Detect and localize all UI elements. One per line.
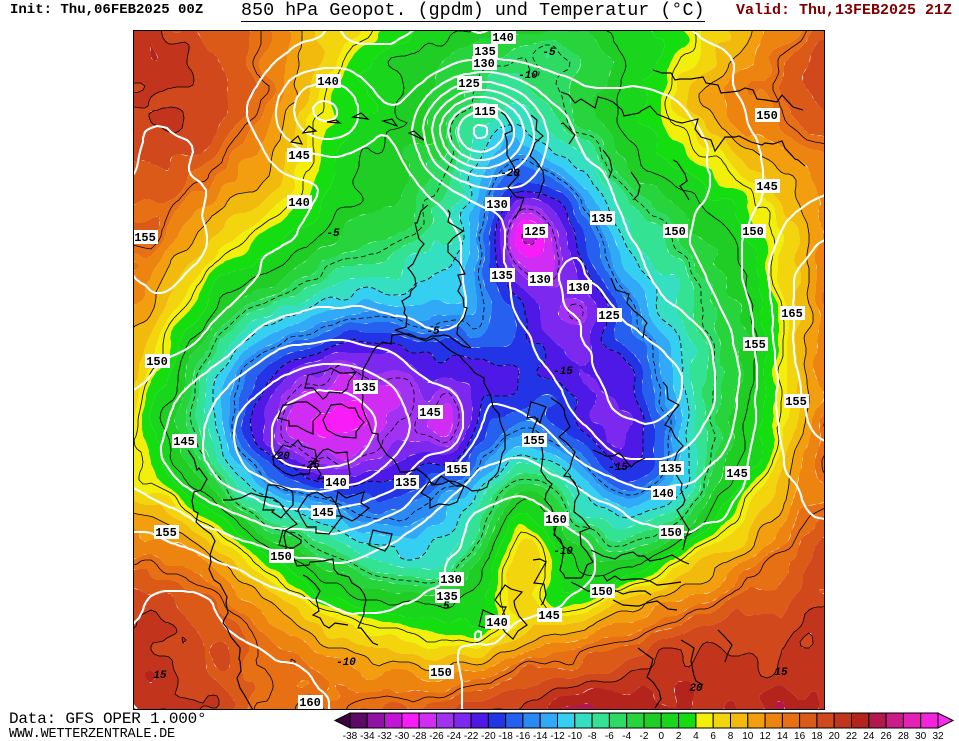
svg-text:-10: -10 [336, 657, 356, 669]
svg-text:165: 165 [781, 307, 803, 321]
svg-text:155: 155 [523, 434, 545, 448]
svg-text:-5: -5 [326, 228, 340, 240]
svg-text:150: 150 [270, 550, 292, 564]
svg-text:-4: -4 [622, 731, 631, 741]
svg-text:20: 20 [829, 731, 841, 741]
svg-text:140: 140 [492, 31, 514, 45]
svg-text:160: 160 [299, 696, 321, 710]
svg-text:-6: -6 [605, 731, 614, 741]
svg-text:24: 24 [863, 731, 875, 741]
svg-text:150: 150 [591, 585, 613, 599]
svg-text:145: 145 [756, 180, 778, 194]
svg-text:-10: -10 [553, 546, 573, 558]
svg-text:-8: -8 [588, 731, 597, 741]
svg-text:-28: -28 [412, 731, 427, 741]
svg-text:135: 135 [491, 269, 513, 283]
svg-text:15: 15 [774, 667, 788, 679]
svg-text:115: 115 [474, 105, 496, 119]
svg-text:125: 125 [458, 77, 480, 91]
svg-text:130: 130 [440, 573, 462, 587]
svg-text:-20: -20 [481, 731, 496, 741]
svg-text:-20: -20 [270, 451, 290, 463]
svg-text:-25: -25 [300, 460, 320, 472]
svg-text:145: 145 [726, 467, 748, 481]
svg-text:-14: -14 [533, 731, 548, 741]
svg-text:155: 155 [744, 338, 766, 352]
svg-text:145: 145 [312, 506, 334, 520]
svg-text:145: 145 [288, 149, 310, 163]
svg-text:130: 130 [568, 281, 590, 295]
svg-text:16: 16 [794, 731, 806, 741]
svg-text:-38: -38 [343, 731, 358, 741]
svg-text:140: 140 [652, 487, 674, 501]
svg-text:150: 150 [430, 666, 452, 680]
svg-text:145: 145 [419, 406, 441, 420]
svg-text:0: 0 [659, 731, 665, 741]
svg-text:4: 4 [693, 731, 699, 741]
svg-text:150: 150 [660, 526, 682, 540]
svg-text:6: 6 [710, 731, 716, 741]
svg-text:135: 135 [395, 476, 417, 490]
svg-text:8: 8 [728, 731, 734, 741]
svg-text:140: 140 [325, 476, 347, 490]
svg-text:130: 130 [473, 57, 495, 71]
svg-text:14: 14 [777, 731, 789, 741]
svg-text:20: 20 [689, 683, 703, 695]
svg-text:155: 155 [134, 231, 156, 245]
svg-text:-12: -12 [550, 731, 565, 741]
svg-text:-10: -10 [568, 731, 583, 741]
svg-text:12: 12 [760, 731, 772, 741]
svg-text:135: 135 [436, 590, 458, 604]
svg-text:150: 150 [146, 355, 168, 369]
svg-text:-5: -5 [542, 47, 556, 59]
svg-text:-24: -24 [447, 731, 462, 741]
svg-text:160: 160 [545, 513, 567, 527]
svg-text:28: 28 [898, 731, 910, 741]
svg-text:-20: -20 [500, 168, 520, 180]
svg-text:150: 150 [756, 109, 778, 123]
svg-text:-2: -2 [640, 731, 649, 741]
svg-text:-15: -15 [553, 366, 573, 378]
svg-text:-5: -5 [426, 326, 440, 338]
svg-text:140: 140 [486, 616, 508, 630]
svg-text:155: 155 [785, 395, 807, 409]
svg-text:135: 135 [660, 462, 682, 476]
svg-text:140: 140 [288, 196, 310, 210]
svg-text:130: 130 [486, 198, 508, 212]
svg-text:155: 155 [155, 526, 177, 540]
svg-text:26: 26 [881, 731, 893, 741]
svg-text:30: 30 [915, 731, 927, 741]
svg-text:140: 140 [317, 75, 339, 89]
svg-text:150: 150 [664, 225, 686, 239]
svg-text:-26: -26 [429, 731, 444, 741]
svg-text:-10: -10 [518, 70, 538, 82]
svg-text:10: 10 [742, 731, 754, 741]
svg-text:15: 15 [153, 670, 167, 682]
svg-text:-32: -32 [377, 731, 392, 741]
svg-text:-30: -30 [395, 731, 410, 741]
svg-text:135: 135 [591, 212, 613, 226]
svg-text:2: 2 [676, 731, 682, 741]
svg-text:130: 130 [529, 273, 551, 287]
svg-text:155: 155 [446, 463, 468, 477]
svg-text:145: 145 [173, 435, 195, 449]
svg-text:125: 125 [524, 225, 546, 239]
svg-text:-18: -18 [498, 731, 513, 741]
svg-text:150: 150 [742, 225, 764, 239]
svg-text:-5: -5 [436, 601, 450, 613]
svg-text:-16: -16 [516, 731, 531, 741]
svg-text:-22: -22 [464, 731, 479, 741]
svg-text:32: 32 [932, 731, 944, 741]
svg-text:125: 125 [598, 309, 620, 323]
svg-text:18: 18 [811, 731, 823, 741]
svg-text:145: 145 [538, 609, 560, 623]
svg-text:-34: -34 [360, 731, 375, 741]
svg-text:22: 22 [846, 731, 858, 741]
svg-text:-15: -15 [608, 462, 628, 474]
svg-text:135: 135 [474, 45, 496, 59]
svg-text:135: 135 [354, 381, 376, 395]
